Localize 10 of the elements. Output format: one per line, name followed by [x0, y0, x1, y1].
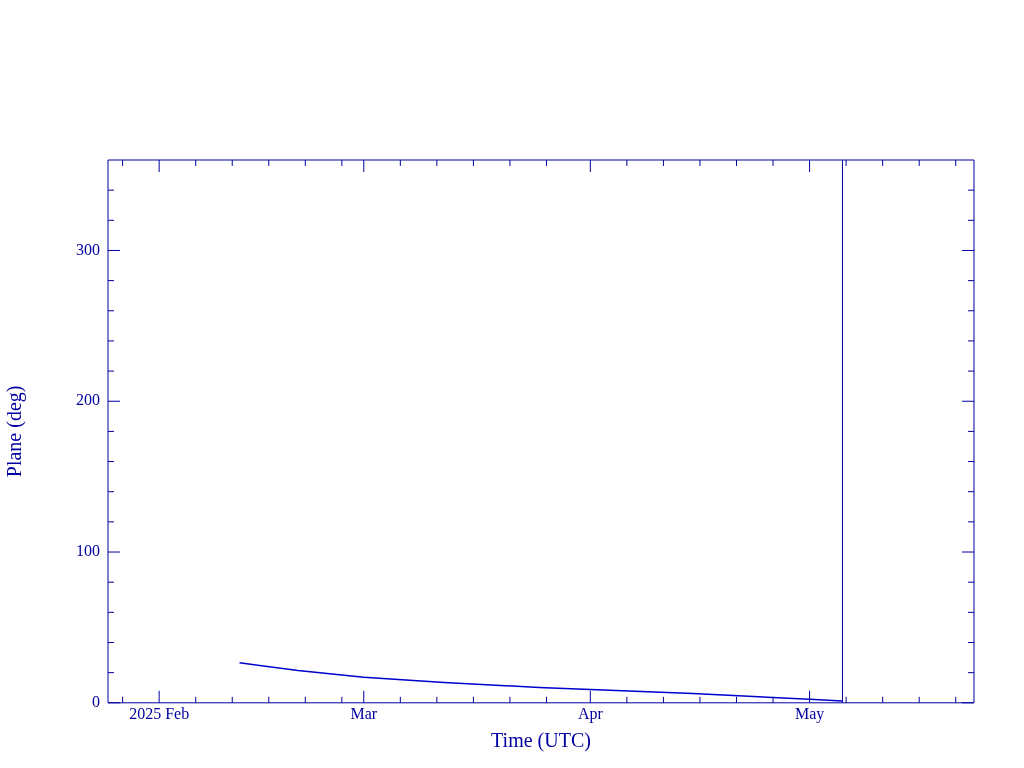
y-tick-label: 0	[92, 693, 100, 710]
y-tick-label: 300	[76, 240, 100, 258]
x-axis-title: Time (UTC)	[491, 729, 591, 753]
x-tick-label: 2025 Feb	[129, 704, 190, 722]
x-tick-label: Mar	[350, 704, 378, 722]
y-tick-label: 100	[76, 542, 100, 560]
y-tick-label: 200	[76, 391, 100, 409]
y-axis-title: Plane (deg)	[3, 385, 27, 478]
x-tick-label: May	[794, 704, 825, 723]
x-tick-label: Apr	[577, 704, 604, 723]
